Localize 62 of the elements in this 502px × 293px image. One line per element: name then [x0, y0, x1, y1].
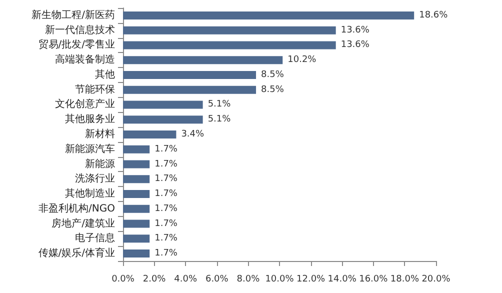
x-tick-label: 20.0% [422, 274, 451, 284]
bar [123, 145, 150, 154]
y-tick-label: 房地产/建筑业 [52, 217, 115, 230]
data-label: 8.5% [261, 70, 284, 80]
x-tick-label: 18.0% [390, 274, 420, 284]
data-label: 1.7% [154, 144, 178, 154]
y-tick-label: 洗涤行业 [75, 172, 115, 185]
x-tick-label: 6.0% [205, 274, 229, 284]
data-label: 10.2% [288, 55, 317, 66]
y-tick-label: 其他制造业 [65, 188, 115, 200]
y-tick-label: 新能源 [85, 158, 115, 170]
x-tick-label: 16.0% [359, 274, 388, 284]
y-tick-label: 电子信息 [75, 232, 115, 244]
data-label: 3.4% [181, 130, 205, 140]
y-tick-label: 文化创意产业 [55, 98, 115, 110]
x-tick-label: 8.0% [236, 274, 260, 284]
y-tick-label: 高端装备制造 [55, 54, 115, 66]
y-tick-label: 非盈利机构/NGO [38, 202, 116, 214]
x-tick-label: 2.0% [142, 274, 166, 284]
x-tick-label: 12.0% [296, 274, 326, 284]
data-label: 8.5% [261, 84, 284, 95]
x-tick-label: 4.0% [174, 274, 198, 284]
bar [123, 70, 256, 79]
bar [123, 100, 203, 109]
x-tick-label: 10.0% [265, 274, 294, 284]
data-label: 1.7% [154, 204, 178, 214]
data-label: 1.7% [154, 174, 178, 184]
x-tick-label: 14.0% [328, 274, 357, 284]
data-label: 1.7% [154, 234, 178, 244]
bar [123, 204, 150, 213]
bar [123, 160, 150, 168]
x-tick-label: 0.0% [112, 274, 135, 284]
y-tick-label: 新材料 [85, 128, 115, 140]
bar [123, 175, 150, 184]
data-label: 18.6% [419, 10, 448, 20]
data-label: 1.7% [154, 189, 178, 200]
bar [123, 41, 336, 50]
data-label: 1.7% [154, 159, 178, 170]
bar [123, 26, 336, 34]
data-label: 1.7% [154, 248, 178, 259]
y-tick-label: 新一代信息技术 [45, 24, 115, 36]
y-tick-label: 新能源汽车 [65, 142, 115, 155]
data-label: 13.6% [340, 40, 370, 50]
y-tick-label: 其他服务业 [65, 113, 115, 126]
y-tick-label: 新生物工程/新医药 [32, 8, 115, 21]
y-tick-label: 贸易/批发/零售业 [38, 38, 115, 51]
bar [123, 250, 150, 258]
data-label: 5.1% [208, 100, 232, 110]
bar [123, 56, 283, 64]
bar [123, 220, 150, 228]
data-label: 13.6% [340, 25, 370, 36]
bar [123, 130, 176, 138]
bar [123, 11, 414, 20]
bar [123, 234, 150, 243]
bar [123, 190, 150, 198]
y-tick-label: 传媒/娱乐/体育业 [38, 247, 115, 260]
bar [123, 116, 203, 124]
data-label: 5.1% [208, 114, 232, 125]
data-label: 1.7% [154, 218, 178, 229]
y-tick-label: 其他 [95, 68, 115, 80]
bar [123, 86, 256, 94]
y-tick-label: 节能环保 [75, 83, 115, 96]
